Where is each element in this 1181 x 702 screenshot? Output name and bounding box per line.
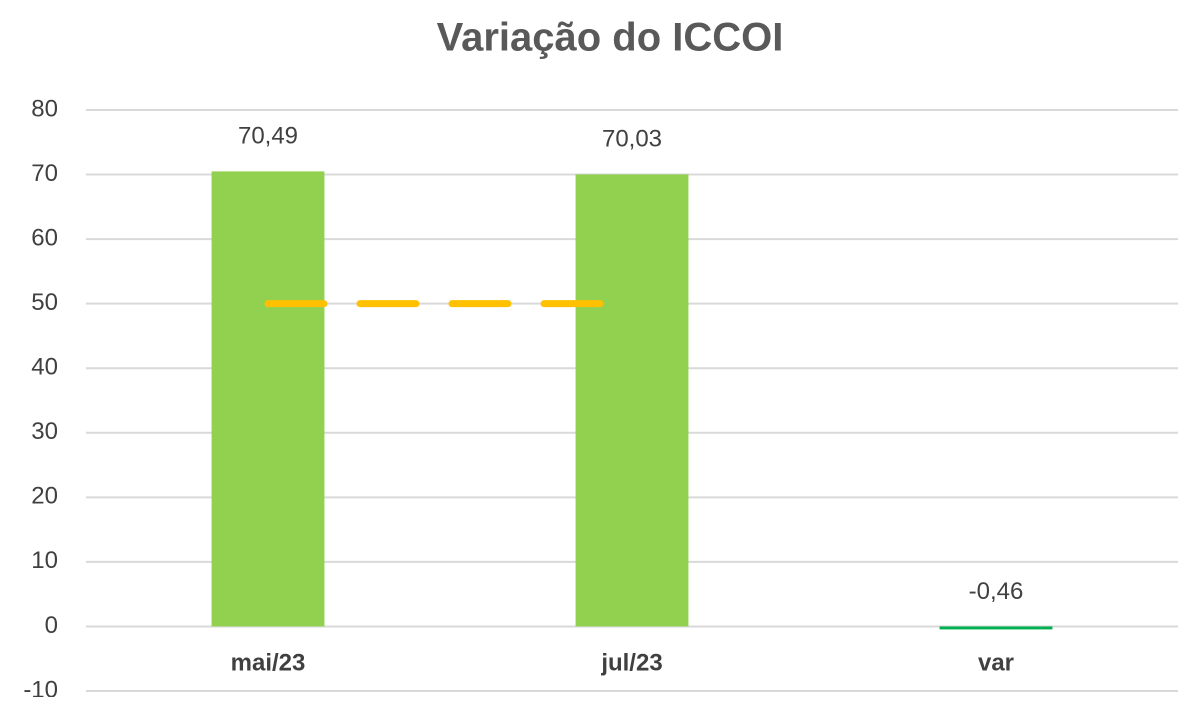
bar bbox=[211, 171, 325, 627]
y-tick-label: 0 bbox=[45, 612, 58, 639]
y-tick-label: 10 bbox=[31, 547, 58, 574]
y-tick-label: 20 bbox=[31, 483, 58, 510]
y-tick-label: 70 bbox=[31, 160, 58, 187]
chart-title: Variação do ICCOI bbox=[437, 16, 784, 60]
x-tick-label: mai/23 bbox=[231, 649, 306, 676]
y-tick-label: 30 bbox=[31, 418, 58, 445]
y-tick-label: 80 bbox=[31, 95, 58, 122]
y-tick-label: -10 bbox=[23, 676, 58, 697]
bar bbox=[575, 174, 689, 627]
data-label: -0,46 bbox=[969, 578, 1024, 605]
y-tick-label: 60 bbox=[31, 224, 58, 251]
data-label: 70,03 bbox=[602, 126, 662, 153]
x-tick-label: var bbox=[978, 649, 1014, 676]
y-tick-label: 50 bbox=[31, 289, 58, 316]
data-label: 70,49 bbox=[238, 123, 298, 150]
bar bbox=[939, 626, 1053, 630]
x-tick-label: jul/23 bbox=[600, 649, 662, 676]
y-tick-label: 40 bbox=[31, 354, 58, 381]
